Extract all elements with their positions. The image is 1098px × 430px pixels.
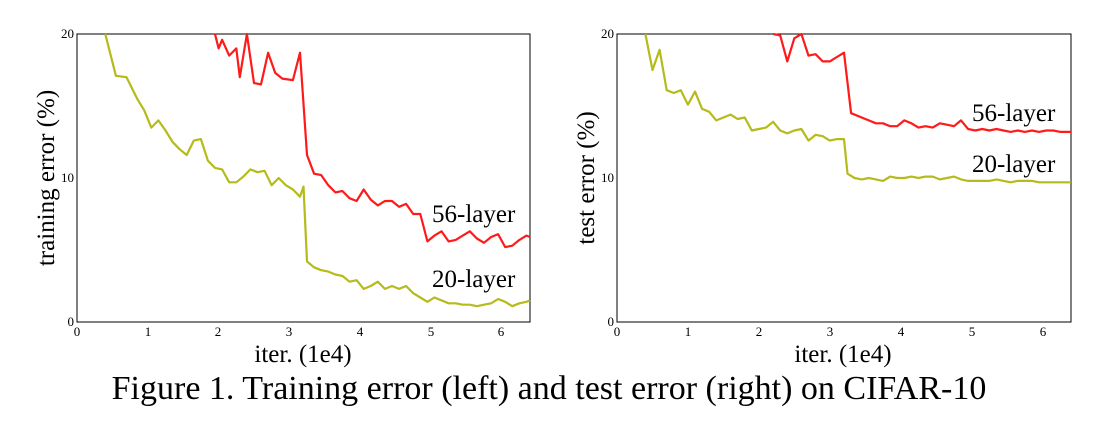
- y-tick-label: 0: [68, 314, 75, 329]
- series-label-20-layer: 20-layer: [432, 266, 516, 293]
- x-tick-label: 2: [756, 324, 763, 339]
- x-tick-label: 4: [357, 324, 364, 339]
- y-tick-label: 10: [601, 170, 614, 185]
- series-line-20-layer: [104, 33, 531, 308]
- plot-frame: [616, 33, 1072, 323]
- series-label-56-layer: 56-layer: [432, 201, 516, 228]
- x-tick-label: 0: [614, 324, 621, 339]
- x-axis-label: iter. (1e4): [794, 341, 891, 368]
- series-line-20-layer: [644, 33, 1071, 184]
- x-tick-label: 1: [145, 324, 152, 339]
- x-tick-label: 5: [969, 324, 976, 339]
- x-tick-label: 2: [215, 324, 222, 339]
- y-tick-label: 0: [608, 314, 615, 329]
- figure-caption: Figure 1. Training error (left) and test…: [111, 370, 987, 407]
- x-tick-label: 3: [827, 324, 834, 339]
- y-axis-label: training error (%): [33, 90, 60, 266]
- y-axis-label: test error (%): [573, 111, 600, 244]
- x-tick-label: 3: [286, 324, 293, 339]
- series-label-20-layer: 20-layer: [972, 151, 1056, 178]
- x-tick-label: 1: [685, 324, 692, 339]
- x-tick-label: 6: [1040, 324, 1047, 339]
- y-tick-label: 10: [61, 170, 74, 185]
- x-tick-label: 0: [74, 324, 81, 339]
- y-tick-label: 20: [601, 26, 614, 41]
- plot-frame: [76, 33, 531, 323]
- x-tick-label: 6: [498, 324, 505, 339]
- x-axis-label: iter. (1e4): [254, 341, 351, 368]
- series-label-56-layer: 56-layer: [972, 100, 1056, 127]
- y-tick-label: 20: [61, 26, 74, 41]
- x-tick-label: 4: [898, 324, 905, 339]
- training-error-chart: training error (%) iter. (1e4) 20 10 0 0…: [33, 26, 531, 368]
- x-tick-label: 5: [428, 324, 435, 339]
- series-line-56-layer: [772, 32, 1071, 133]
- series-line-56-layer: [213, 32, 531, 249]
- test-error-chart: test error (%) iter. (1e4) 20 10 0 0 1 2…: [573, 26, 1072, 368]
